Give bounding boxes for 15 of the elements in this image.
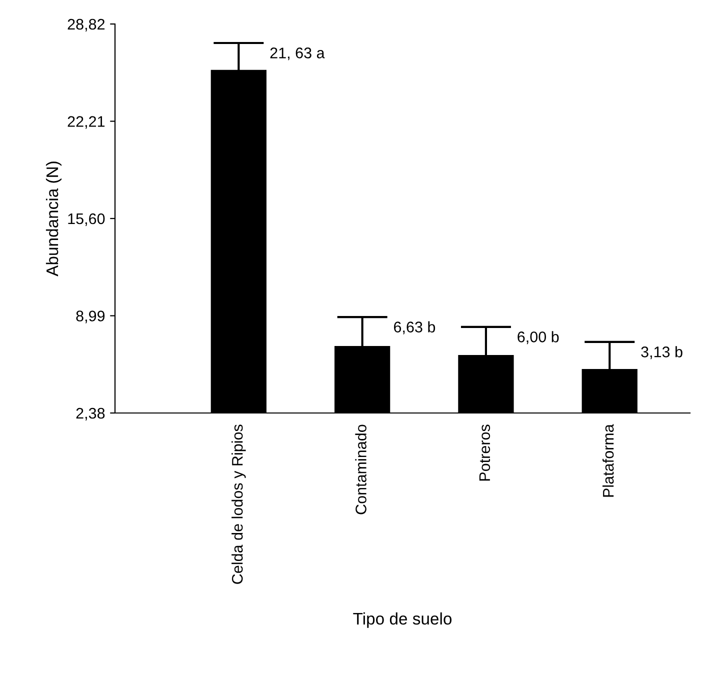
y-tick-label: 2,38	[76, 408, 105, 420]
annotation: 3,13 b	[641, 346, 682, 360]
x-tick-label: Potreros	[479, 424, 490, 481]
x-axis-title: Tipo de suelo	[353, 612, 452, 628]
y-axis-title: Abundancia (N)	[46, 162, 62, 276]
y-tick-label: 15,60	[68, 213, 105, 226]
y-tick-label: 22,21	[68, 116, 105, 129]
annotation: 21, 63 a	[270, 48, 325, 60]
y-tick-label: 8,99	[76, 310, 105, 324]
x-tick-label: Contaminado	[355, 424, 366, 514]
x-tick-label: Celda de lodos y Ripios	[232, 424, 246, 584]
annotation: 6,00 b	[518, 331, 559, 344]
annotation: 6,63 b	[394, 321, 436, 334]
x-tick-label: Plataforma	[602, 424, 614, 497]
y-tick-label: 28,82	[68, 18, 105, 32]
